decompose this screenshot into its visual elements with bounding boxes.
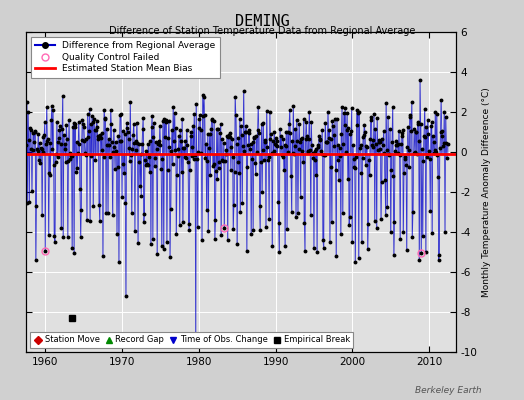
Legend: Station Move, Record Gap, Time of Obs. Change, Empirical Break: Station Move, Record Gap, Time of Obs. C…: [30, 332, 353, 348]
Y-axis label: Monthly Temperature Anomaly Difference (°C): Monthly Temperature Anomaly Difference (…: [482, 87, 491, 297]
Text: Difference of Station Temperature Data from Regional Average: Difference of Station Temperature Data f…: [109, 26, 415, 36]
Text: Berkeley Earth: Berkeley Earth: [416, 386, 482, 395]
Text: DEMING: DEMING: [235, 14, 289, 29]
